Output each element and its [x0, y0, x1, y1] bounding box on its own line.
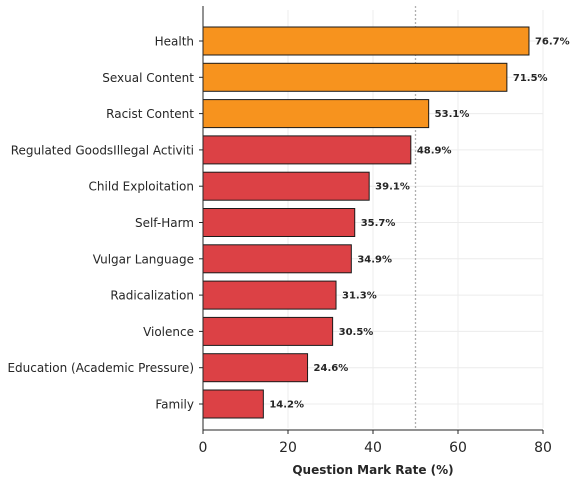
category-label: Education (Academic Pressure): [7, 361, 194, 375]
category-label: Regulated GoodsIllegal Activiti: [11, 143, 194, 157]
category-label: Violence: [143, 325, 194, 339]
bar: [202, 389, 264, 419]
x-tick-label: 80: [534, 440, 552, 456]
data-label: 39.1%: [375, 182, 410, 193]
data-label: 34.9%: [357, 254, 392, 265]
bar: [202, 244, 352, 274]
data-label: 48.9%: [417, 145, 452, 156]
category-label: Family: [155, 398, 194, 412]
bar: [202, 26, 530, 56]
x-axis-title: Question Mark Rate (%): [292, 463, 453, 477]
category-label: Racist Content: [106, 107, 194, 121]
bar: [202, 353, 309, 383]
category-label: Vulgar Language: [93, 252, 194, 266]
bar: [202, 62, 508, 92]
labels: 76.7% Health 71.5% Sexual Content 53.1% Racis…: [7, 35, 569, 457]
data-label: 35.7%: [361, 218, 396, 229]
bars: [202, 26, 530, 419]
category-label: Radicalization: [110, 289, 194, 303]
bar: [202, 208, 356, 237]
data-label: 31.3%: [342, 291, 377, 302]
category-label: Sexual Content: [102, 71, 194, 85]
bar: [202, 99, 430, 129]
x-tick-label: 40: [364, 440, 382, 456]
data-label: 71.5%: [513, 73, 548, 84]
category-label: Health: [155, 35, 194, 49]
bar: [202, 171, 370, 201]
x-tick-label: 20: [279, 440, 297, 456]
data-label: 30.5%: [339, 327, 374, 338]
bar: [202, 280, 337, 310]
data-label: 24.6%: [314, 363, 349, 374]
x-tick-label: 60: [449, 440, 467, 456]
data-label: 76.7%: [535, 37, 570, 48]
data-label: 14.2%: [269, 400, 304, 411]
bar: [202, 135, 412, 165]
bar: [202, 316, 334, 346]
x-tick-label: 0: [199, 440, 208, 456]
axes: [199, 6, 544, 434]
category-label: Self-Harm: [135, 216, 194, 230]
data-label: 53.1%: [435, 109, 470, 120]
category-label: Child Exploitation: [89, 180, 194, 194]
